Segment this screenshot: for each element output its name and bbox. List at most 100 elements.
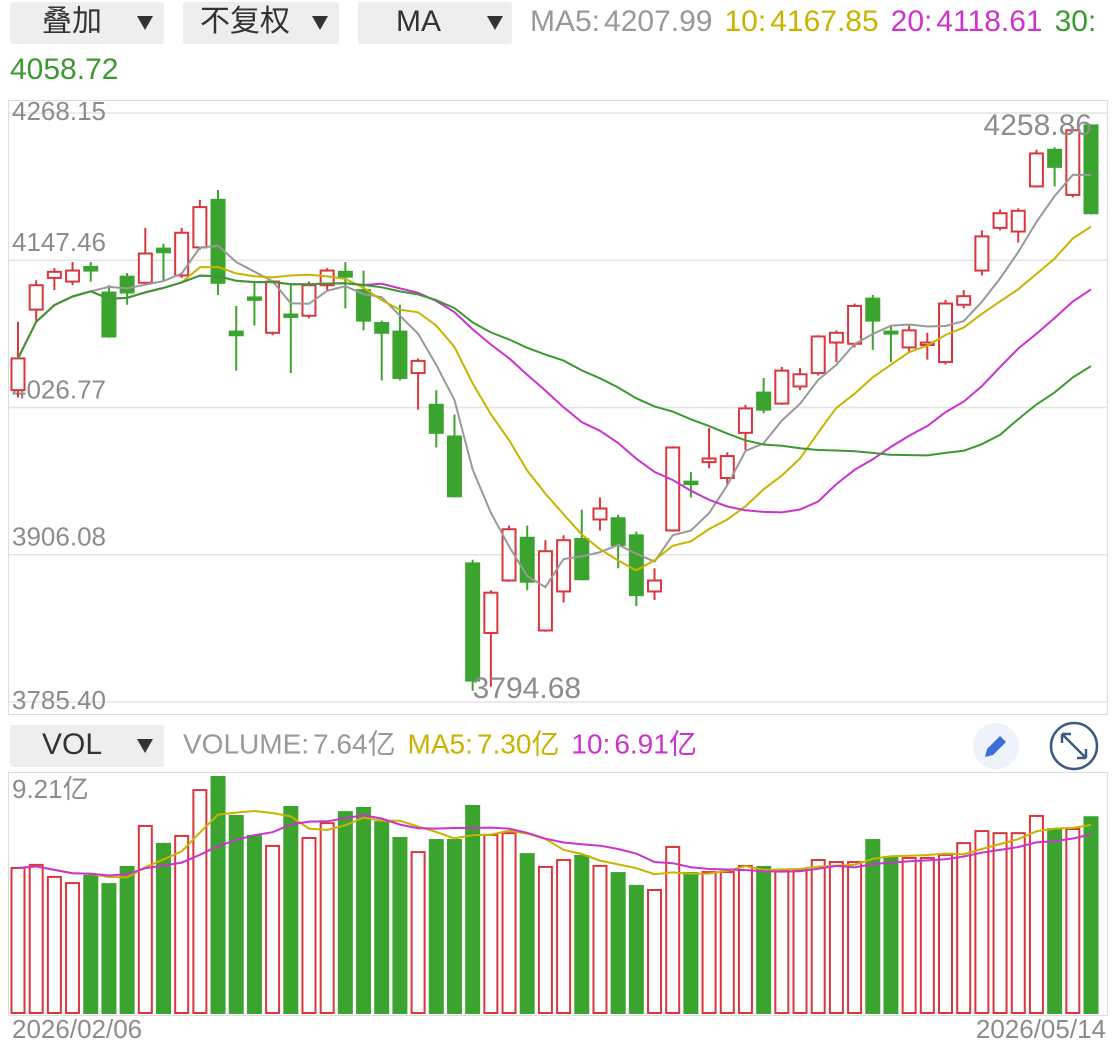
candle-body [483,591,499,634]
pencil-icon [985,736,1006,757]
legend-label: VOLUME: [183,728,309,759]
candle-body [628,534,644,597]
candle-body [610,517,626,547]
volume-bar [1065,828,1081,1015]
legend-label: MA5: [408,728,473,759]
volume-bar [883,855,899,1014]
dropdown-arrow [137,16,153,30]
y-tick-label: 3785.40 [12,685,106,715]
vol-indicator-label: VOL [42,728,102,761]
volume-bar [610,872,626,1014]
candle-body [1028,152,1044,188]
volume-bar [774,869,790,1015]
legend-label: 30: [1055,5,1097,38]
candle-body [192,206,208,249]
volume-bar [374,821,390,1015]
candle-body [65,269,81,283]
volume-bar [119,865,135,1014]
candle-body [446,435,462,498]
candle-body [901,329,917,349]
candle-body [810,335,826,375]
volume-bar [246,834,262,1014]
volume-bar [337,811,353,1015]
y-tick-label: 4268.15 [12,96,106,126]
candle-body [174,231,190,277]
volume-bar [501,832,517,1014]
legend-label: 20: [891,5,933,38]
volume-bar [356,807,372,1014]
volume-bar [1047,828,1063,1015]
candle-body [10,357,26,392]
volume-bar [665,845,681,1015]
y-tick-label: 4147.46 [12,227,106,257]
candle-body [792,373,808,388]
volume-bar [265,844,281,1015]
price-panel [8,100,1108,715]
volume-bar [974,830,990,1014]
candle-body [756,391,772,411]
volume-bar [865,839,881,1014]
ma-line [17,814,1092,877]
volume-bar [301,836,317,1015]
candle-body [1010,209,1026,233]
legend-value: 4118.61 [936,5,1042,38]
volume-bar [719,871,735,1014]
volume-bar [465,804,481,1015]
candle-body [574,537,590,581]
volume-bar [828,861,844,1014]
adjust-button[interactable] [183,2,339,44]
ma-line [17,225,1092,572]
indicator-label: MA [396,5,441,38]
candle-body [28,284,44,311]
low-label: 3794.68 [473,672,581,705]
candle-body [283,313,299,318]
volume-bar [683,872,699,1014]
ma-line [17,809,1092,879]
indicator-button[interactable] [358,2,512,44]
expand-button[interactable] [1049,721,1099,771]
candle-body [465,562,481,682]
candle-body [265,280,281,334]
expand-icon [1060,732,1088,760]
volume-bar [83,874,99,1014]
candle-body [210,198,226,284]
candle-body [1047,148,1063,168]
volume-bar [901,856,917,1014]
vol-button[interactable] [10,725,164,767]
volume-bar [65,882,81,1015]
legend-value: 4167.85 [770,5,878,38]
candle-body [46,270,62,279]
high-label: 4258.86 [984,109,1092,142]
legend-value: 4207.99 [604,5,712,38]
volume-bar [28,863,44,1014]
adjust-label: 不复权 [200,5,290,38]
volume-bar [919,856,935,1014]
volume-bar [1028,814,1044,1014]
volume-bar [210,776,226,1014]
candle-body [1083,124,1099,215]
candle-body [119,275,135,294]
candle-body [719,455,735,479]
volume-bar [483,833,499,1014]
candle-body [974,235,990,272]
volume-bar [592,864,608,1014]
overlay-label: 叠加 [42,5,102,38]
volume-bar [101,883,117,1015]
overlay-button[interactable] [10,2,164,44]
dropdown-arrow [487,16,503,30]
volume-bar [647,889,663,1014]
candle-body [337,270,353,278]
volume-bar [737,864,753,1014]
candle-body [374,322,390,334]
volume-bar [847,861,863,1014]
volume-bar [956,842,972,1015]
volume-bar [10,866,26,1015]
volume-bar [810,859,826,1015]
volume-bar [519,853,535,1014]
candle-body [683,480,699,486]
volume-bar [46,875,62,1015]
candle-body [410,359,426,375]
candle-body [828,331,844,344]
candle-body [647,579,663,593]
